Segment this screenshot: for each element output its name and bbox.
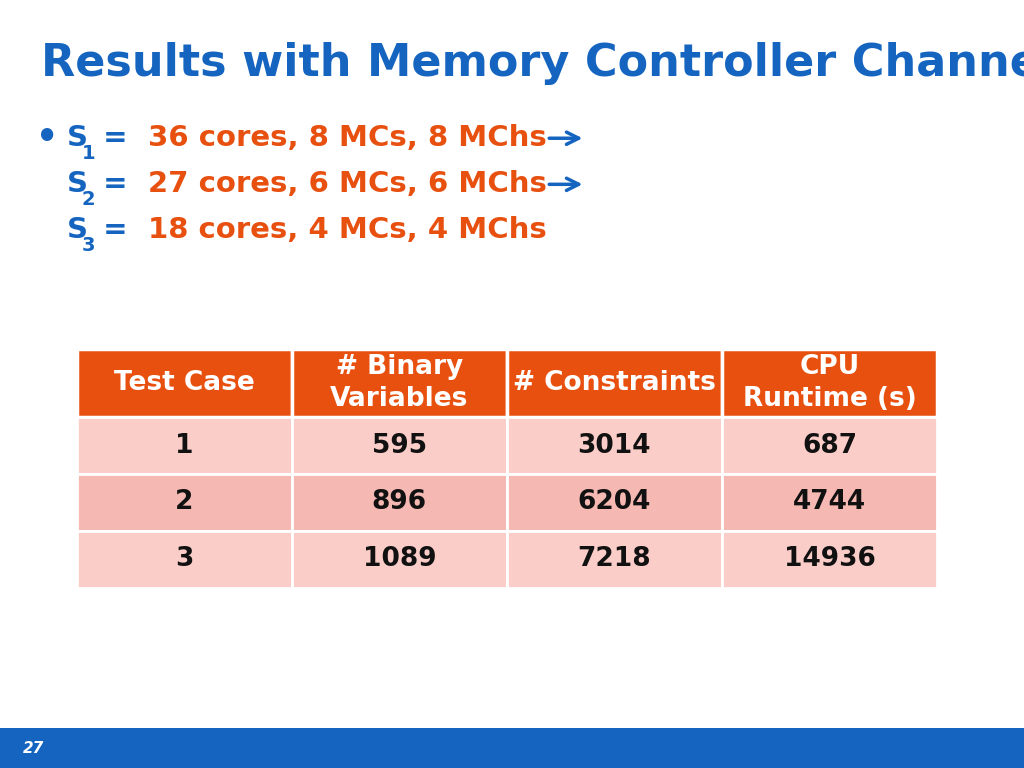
Text: S: S <box>67 217 88 244</box>
Text: # Constraints: # Constraints <box>513 370 716 396</box>
Text: 3: 3 <box>175 546 194 572</box>
Text: 1089: 1089 <box>362 546 436 572</box>
Text: 1: 1 <box>82 144 95 163</box>
Text: 7218: 7218 <box>578 546 651 572</box>
Bar <box>722 474 937 531</box>
Bar <box>0 728 1024 768</box>
Text: 3: 3 <box>82 237 95 255</box>
Text: Test Case: Test Case <box>114 370 255 396</box>
Text: 595: 595 <box>372 432 427 458</box>
Text: 4744: 4744 <box>793 489 866 515</box>
Text: 6204: 6204 <box>578 489 651 515</box>
Bar <box>507 531 722 588</box>
Text: 2: 2 <box>82 190 95 209</box>
Text: 18 cores, 4 MCs, 4 MChs: 18 cores, 4 MCs, 4 MChs <box>147 217 547 244</box>
Text: 27: 27 <box>23 740 44 756</box>
Bar <box>292 531 507 588</box>
Bar <box>77 531 292 588</box>
Bar <box>77 417 292 474</box>
Text: S: S <box>67 170 88 198</box>
Bar <box>722 349 937 417</box>
Text: CPU
Runtime (s): CPU Runtime (s) <box>742 354 916 412</box>
Text: # Binary
Variables: # Binary Variables <box>330 354 469 412</box>
Bar <box>77 474 292 531</box>
Text: =: = <box>93 217 137 244</box>
Bar <box>507 417 722 474</box>
Text: Results with Memory Controller Channels: Results with Memory Controller Channels <box>41 42 1024 85</box>
Text: 14936: 14936 <box>783 546 876 572</box>
Bar <box>507 349 722 417</box>
Text: S: S <box>67 124 88 152</box>
Text: 687: 687 <box>802 432 857 458</box>
Bar <box>722 417 937 474</box>
Bar <box>292 349 507 417</box>
Text: 3014: 3014 <box>578 432 651 458</box>
Text: 1: 1 <box>175 432 194 458</box>
Bar <box>77 349 292 417</box>
Text: 36 cores, 8 MCs, 8 MChs: 36 cores, 8 MCs, 8 MChs <box>147 124 547 152</box>
Bar <box>292 474 507 531</box>
Text: =: = <box>93 124 137 152</box>
Text: =: = <box>93 170 137 198</box>
Text: 896: 896 <box>372 489 427 515</box>
Text: 27 cores, 6 MCs, 6 MChs: 27 cores, 6 MCs, 6 MChs <box>147 170 547 198</box>
Bar <box>292 417 507 474</box>
Text: 2: 2 <box>175 489 194 515</box>
Bar <box>722 531 937 588</box>
Text: •: • <box>36 121 58 155</box>
Bar <box>507 474 722 531</box>
